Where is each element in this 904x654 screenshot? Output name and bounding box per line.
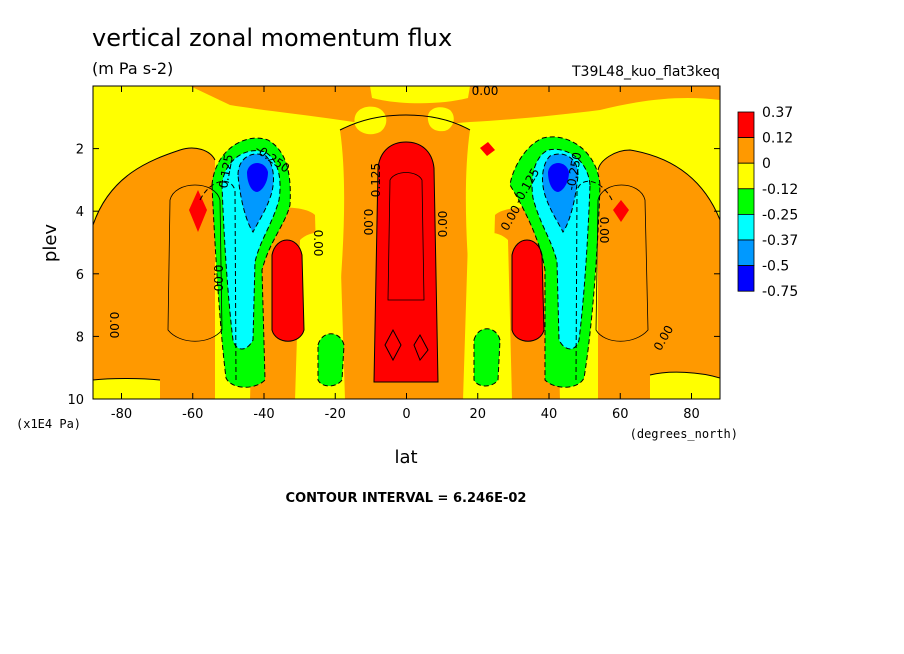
colorbar-swatch: [737, 239, 755, 267]
contour-label: 0.125: [369, 163, 383, 197]
fill-orange-top: [190, 86, 720, 130]
chart-subtitle: (m Pa s-2): [92, 59, 173, 78]
x-axis: -80 -60 -40 -20 0 20 40 60 80: [111, 86, 700, 422]
fill-orange-sh: [93, 148, 215, 399]
colorbar-swatch: [737, 111, 755, 139]
contour-label: 0.00: [361, 209, 375, 236]
colorbar-swatch: [737, 162, 755, 190]
colorbar-level-label: -0.12: [762, 182, 798, 198]
colorbar: 0.37 0.12 0 -0.12 -0.25 -0.37 -0.5 -0.75: [737, 105, 798, 300]
fill-yellow-top-blob-1: [354, 106, 387, 135]
contour-lines-negative: [199, 136, 613, 388]
y-tick-label: 6: [76, 268, 84, 283]
x-tick-label: -40: [253, 407, 274, 422]
fill-green-sh-low: [318, 333, 344, 386]
contour-label: 0.00: [597, 217, 611, 244]
y-tick-label: 4: [76, 205, 84, 220]
colorbar-level-label: -0.75: [762, 284, 798, 300]
fill-red-top-blob: [480, 142, 495, 156]
contour-label: -0.250: [564, 151, 585, 192]
colorbar-level-label: 0: [762, 156, 771, 172]
run-label: T39L48_kuo_flat3keq: [571, 64, 720, 80]
x-tick-label: -60: [182, 407, 203, 422]
y-tick-label: 10: [67, 393, 84, 408]
contour-label: 0.00: [211, 265, 225, 292]
contour-label: 0.125: [216, 153, 236, 189]
fill-red-nh-core: [512, 240, 544, 342]
fill-red-sh-blob: [189, 190, 207, 232]
x-tick-label: 60: [612, 407, 629, 422]
colorbar-level-label: -0.25: [762, 207, 798, 223]
y-axis-title: plev: [40, 224, 61, 263]
contour-label: 0.00: [311, 230, 325, 257]
contour-label: 0.00: [107, 312, 121, 339]
y-axis: 2 4 6 8 10: [67, 143, 720, 408]
fill-green-nh-low: [474, 328, 500, 386]
colorbar-swatch: [737, 137, 755, 164]
fill-red-sh-core: [272, 240, 304, 342]
chart-title: vertical zonal momentum flux: [92, 24, 452, 52]
x-tick-label: 0: [402, 407, 410, 422]
colorbar-level-label: 0.37: [762, 105, 793, 121]
fill-orange-nh: [598, 150, 720, 399]
colorbar-level-label: -0.5: [762, 259, 789, 275]
fill-yellow-sh-edge: [93, 378, 160, 399]
colorbar-swatch: [737, 213, 755, 241]
x-tick-label: 20: [469, 407, 486, 422]
x-tick-label: -80: [111, 407, 132, 422]
fill-darkblue-nh-core: [548, 163, 569, 192]
y-tick-label: 2: [76, 143, 84, 158]
y-units-label: (x1E4 Pa): [16, 417, 81, 431]
fill-darkblue-sh-core: [247, 163, 268, 192]
fill-yellow-top-band: [370, 86, 470, 104]
x-axis-title: lat: [394, 447, 417, 468]
plot-area: 0.00 0.125 -0.250 0.00 0.00 0.00 0.00 0.…: [93, 84, 720, 399]
x-tick-label: -20: [325, 407, 346, 422]
contour-label: 0.00: [472, 84, 499, 98]
colorbar-swatch: [737, 265, 755, 292]
contour-interval-note: CONTOUR INTERVAL = 6.246E-02: [286, 491, 527, 506]
fill-yellow-nh-edge: [650, 372, 720, 399]
contour-lines: [93, 114, 720, 383]
x-units-label: (degrees_north): [630, 427, 738, 441]
y-tick-label: 8: [76, 330, 84, 345]
x-tick-label: 80: [683, 407, 700, 422]
x-tick-label: 40: [541, 407, 558, 422]
colorbar-level-label: -0.37: [762, 233, 798, 249]
colorbar-level-label: 0.12: [762, 131, 793, 147]
fill-red-nh-blob: [613, 200, 629, 222]
contour-label: 0.00: [436, 211, 450, 238]
colorbar-swatch: [737, 188, 755, 215]
fill-red-equator: [374, 142, 438, 382]
